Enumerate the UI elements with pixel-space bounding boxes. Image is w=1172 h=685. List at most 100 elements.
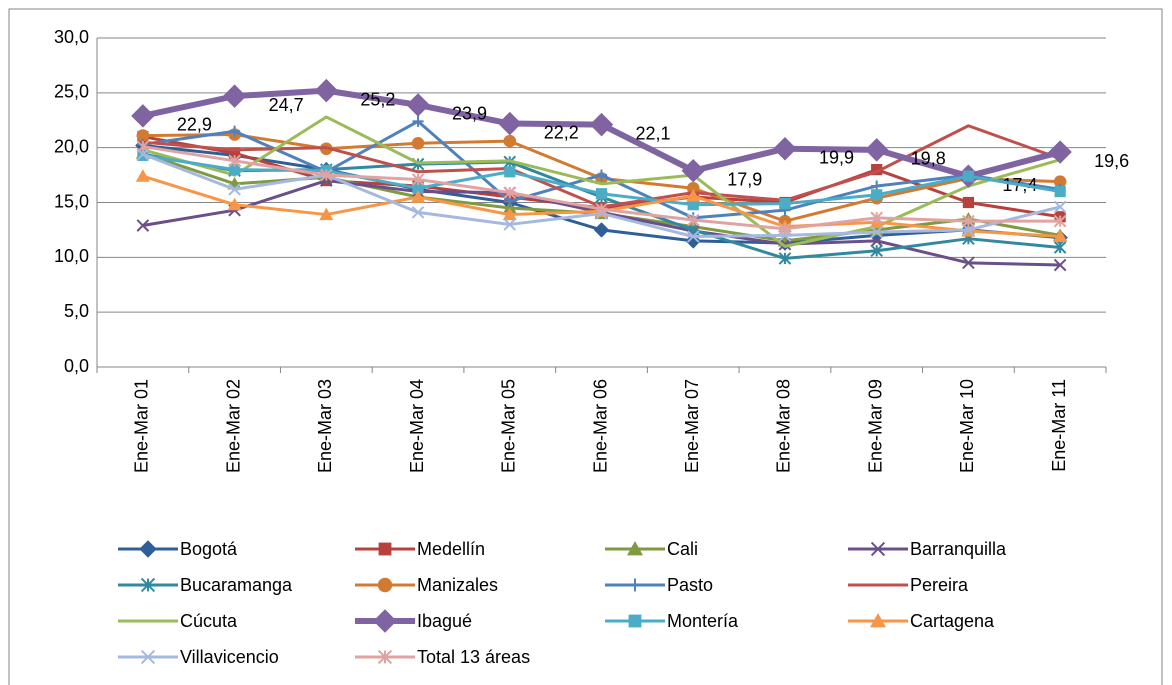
point-marker [627, 541, 643, 556]
marker-shape [1053, 175, 1067, 188]
point-marker [1048, 140, 1072, 164]
point-marker [593, 222, 610, 238]
point-marker [503, 218, 517, 231]
point-marker [314, 78, 339, 103]
marker-shape [686, 230, 700, 243]
marker-shape [503, 134, 517, 148]
marker-shape [628, 614, 642, 628]
point-marker [595, 202, 608, 216]
point-marker [139, 540, 157, 558]
marker-shape [502, 200, 517, 214]
legend-label: Barranquilla [910, 539, 1007, 559]
point-marker [962, 170, 975, 182]
point-marker [411, 136, 425, 150]
point-marker [411, 206, 425, 219]
point-marker [228, 147, 241, 159]
marker-shape [319, 207, 334, 221]
marker-shape [378, 542, 392, 556]
marker-shape [314, 78, 339, 103]
point-marker [778, 252, 792, 265]
point-marker [504, 166, 516, 178]
marker-shape [1053, 258, 1067, 272]
point-marker [503, 186, 517, 199]
y-tick-label: 10,0 [54, 246, 89, 266]
marker-shape [687, 199, 699, 211]
point-marker [228, 164, 241, 176]
point-marker [227, 197, 242, 211]
data-label: 22,1 [636, 123, 671, 143]
y-tick-label: 0,0 [64, 356, 89, 376]
marker-shape [962, 256, 975, 270]
legend-label: Medellín [417, 539, 485, 559]
point-marker [136, 140, 150, 153]
marker-shape [136, 219, 150, 232]
data-label: 19,6 [1094, 151, 1129, 171]
marker-shape [504, 166, 516, 178]
x-tick-label: Ene-Mar 10 [957, 379, 977, 473]
point-marker [870, 211, 883, 225]
point-marker [412, 182, 424, 194]
point-marker [1053, 258, 1067, 272]
legend-label: Ibagué [417, 611, 472, 631]
marker-shape [136, 129, 150, 142]
marker-shape [1053, 229, 1068, 243]
y-tick-label: 15,0 [54, 191, 89, 211]
point-marker [870, 244, 883, 258]
point-marker [773, 137, 797, 161]
marker-shape [779, 197, 791, 210]
marker-shape [411, 206, 425, 219]
x-tick-label: Ene-Mar 02 [223, 379, 243, 473]
marker-shape [681, 158, 705, 183]
point-marker [498, 111, 522, 136]
legend-label: Bucaramanga [180, 575, 293, 595]
legend-label: Cúcuta [180, 611, 238, 631]
point-marker [595, 188, 608, 200]
marker-shape [139, 540, 157, 558]
marker-shape [228, 147, 241, 159]
marker-shape [140, 649, 156, 665]
point-marker [1054, 185, 1066, 198]
point-marker [373, 609, 397, 633]
y-tick-label: 25,0 [54, 82, 89, 102]
point-marker [136, 129, 150, 142]
y-tick-label: 5,0 [64, 301, 89, 321]
marker-shape [498, 111, 522, 136]
point-marker [406, 93, 430, 117]
data-label: 19,9 [819, 148, 854, 168]
series-line [142, 115, 1061, 248]
data-label: 23,9 [452, 104, 487, 124]
legend-label: Pasto [667, 575, 713, 595]
y-tick-label: 30,0 [54, 27, 89, 47]
point-marker [1053, 241, 1067, 254]
point-marker [140, 577, 156, 593]
marker-shape [131, 104, 155, 128]
y-tick-label: 20,0 [54, 136, 89, 156]
point-marker [681, 158, 705, 183]
point-marker [687, 199, 699, 211]
data-label: 24,7 [269, 95, 304, 115]
point-marker [228, 154, 241, 168]
x-tick-label: Ene-Mar 04 [407, 379, 427, 473]
marker-shape [503, 218, 517, 231]
point-marker [377, 649, 393, 665]
marker-shape [228, 183, 241, 196]
point-marker [870, 225, 883, 239]
point-marker [686, 213, 700, 227]
marker-shape [589, 112, 614, 137]
point-marker [411, 190, 426, 203]
marker-shape [870, 225, 883, 239]
point-marker [864, 138, 889, 162]
point-marker [686, 188, 701, 202]
marker-shape [411, 136, 425, 150]
point-marker [1053, 200, 1067, 214]
marker-shape [411, 190, 426, 203]
marker-shape [871, 189, 883, 201]
point-marker [228, 183, 241, 196]
point-marker [1053, 175, 1067, 188]
marker-shape [1048, 140, 1072, 164]
point-marker [412, 115, 424, 127]
marker-shape [773, 137, 797, 161]
data-label: 25,2 [360, 89, 395, 109]
point-marker [502, 200, 517, 214]
